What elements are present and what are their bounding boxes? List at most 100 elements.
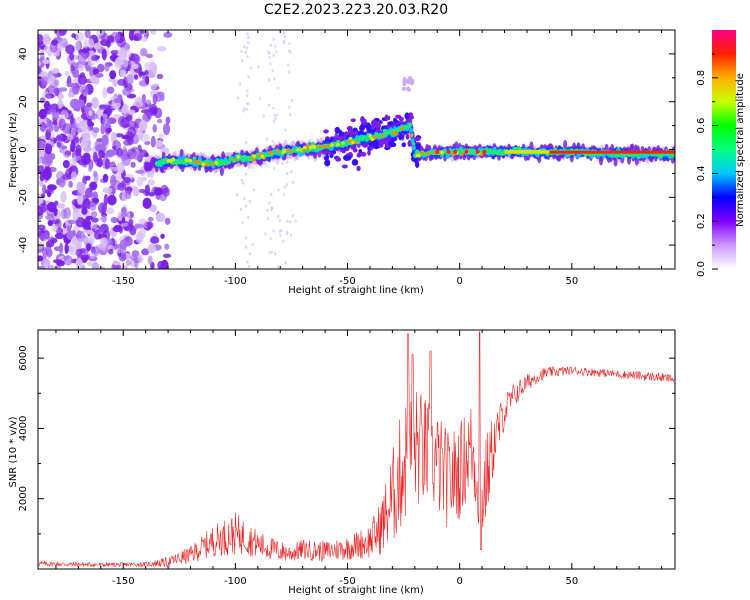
band-hotspot — [420, 150, 425, 155]
noise-speckle — [156, 118, 163, 124]
side-feature — [402, 79, 407, 84]
faint-speckle — [272, 106, 275, 110]
band-core — [407, 122, 412, 127]
faint-speckle — [273, 113, 276, 117]
faint-speckle — [274, 117, 277, 121]
noise-speckle — [38, 66, 42, 75]
noise-speckle — [122, 57, 129, 68]
band-core — [382, 128, 387, 133]
noise-speckle — [53, 87, 60, 97]
noise-speckle — [40, 156, 50, 165]
band-hotspot — [317, 144, 322, 149]
noise-speckle — [96, 157, 103, 168]
noise-speckle — [147, 255, 153, 265]
noise-speckle — [79, 85, 89, 96]
noise-speckle — [90, 211, 98, 218]
noise-speckle — [47, 264, 56, 269]
noise-speckle — [94, 229, 102, 240]
noise-speckle — [145, 99, 151, 104]
band-blob — [398, 116, 404, 122]
colorbar-tick-label: 0.8 — [696, 70, 707, 86]
noise-speckle — [104, 63, 110, 72]
noise-speckle — [51, 68, 60, 74]
noise-speckle — [65, 44, 75, 55]
faint-speckle — [283, 34, 287, 39]
noise-speckle — [121, 206, 127, 214]
colorbar-gradient — [712, 30, 736, 269]
band-core — [669, 154, 674, 159]
noise-speckle — [82, 198, 92, 211]
band-hotspot — [197, 160, 201, 165]
noise-speckle — [70, 140, 76, 153]
noise-speckle — [93, 44, 100, 49]
noise-speckle — [44, 189, 55, 195]
noise-speckle — [89, 201, 97, 211]
noise-speckle — [119, 243, 127, 256]
noise-speckle — [146, 221, 154, 229]
faint-speckle — [271, 69, 274, 73]
noise-speckle — [71, 236, 78, 245]
snr-x-tick-label: -50 — [339, 576, 355, 587]
band-hotspot — [330, 143, 334, 147]
band-core — [205, 159, 210, 163]
band-core — [241, 158, 246, 163]
faint-speckle — [257, 65, 260, 69]
band-blob — [405, 134, 410, 140]
spectrogram-panel: -150 -100 -50 0 50 -40 -20 0 20 40 Height of str… — [8, 29, 676, 296]
faint-speckle — [277, 86, 280, 90]
snr-frame — [37, 329, 676, 570]
band-hotspot — [236, 154, 240, 159]
noise-speckle — [76, 193, 84, 205]
noise-speckle — [147, 216, 154, 222]
noise-speckle — [162, 123, 171, 136]
faint-speckle — [247, 264, 251, 268]
snr-y-label: SNR (10 * v/v) — [8, 416, 19, 487]
noise-speckle — [99, 104, 106, 109]
band-hotspot — [374, 135, 378, 139]
spectrogram-y-ticks: -40 -20 0 20 40 — [18, 29, 675, 270]
noise-speckle — [121, 264, 129, 269]
noise-speckle — [110, 216, 119, 224]
noise-speckle — [105, 127, 112, 133]
noise-speckle — [67, 82, 77, 88]
faint-speckle — [282, 31, 286, 35]
noise-speckle — [89, 181, 98, 191]
noise-speckle — [91, 261, 99, 269]
noise-speckle — [44, 142, 53, 155]
noise-speckle — [116, 56, 122, 62]
noise-speckle — [106, 207, 115, 215]
noise-speckle — [64, 243, 69, 255]
faint-speckle — [241, 220, 245, 225]
noise-speckle — [92, 68, 99, 75]
band-hotspot — [341, 141, 345, 145]
noise-speckle — [132, 33, 143, 42]
faint-speckle — [268, 201, 271, 205]
noise-speckle — [87, 238, 94, 244]
noise-speckle — [80, 254, 89, 261]
band-blob — [343, 155, 348, 161]
colorbar-tick-label: 0.2 — [696, 213, 707, 229]
spec-y-tick-label: 40 — [18, 48, 29, 61]
band-peak — [475, 149, 480, 154]
band-blob — [415, 161, 420, 168]
noise-speckle — [62, 173, 72, 181]
noise-speckle — [125, 259, 132, 267]
faint-speckle — [289, 233, 293, 237]
faint-speckle — [264, 232, 267, 236]
noise-speckle — [71, 33, 76, 39]
noise-speckle — [136, 176, 144, 187]
band-core — [226, 160, 231, 165]
noise-speckle — [38, 266, 46, 269]
noise-speckle — [99, 223, 109, 234]
noise-speckle — [79, 72, 86, 78]
noise-speckle — [162, 187, 170, 197]
noise-speckle — [67, 219, 77, 225]
band-peak — [435, 149, 440, 154]
noise-speckle — [122, 176, 131, 184]
band-purple — [179, 148, 184, 158]
noise-speckle — [92, 197, 100, 203]
band-hotspot — [210, 162, 215, 166]
faint-speckle — [241, 59, 244, 63]
noise-speckle — [62, 159, 70, 169]
noise-speckle — [46, 140, 55, 145]
